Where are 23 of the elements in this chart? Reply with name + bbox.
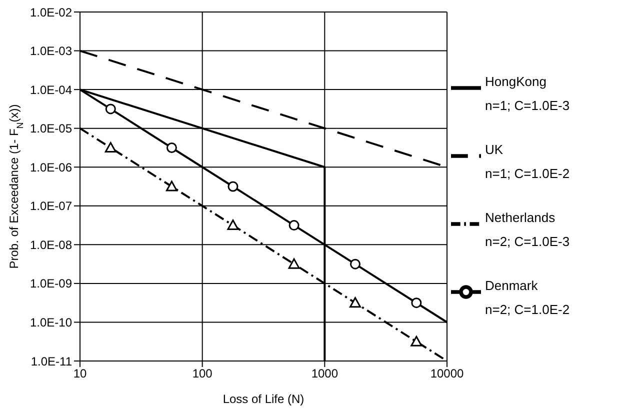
legend-label: UK: [485, 142, 504, 156]
y-tick-label: 1.0E-03: [30, 44, 72, 58]
x-axis-title: Loss of Life (N): [222, 392, 304, 406]
y-tick-label: 1.0E-02: [30, 5, 72, 20]
y-tick-label: 1.0E-10: [30, 315, 72, 330]
x-tick-label: 100: [192, 366, 213, 381]
text: n=2; C=1.0E-2: [485, 300, 570, 318]
x-tick-label: 1000: [311, 366, 338, 381]
y-tick-label: 1.0E-07: [30, 199, 72, 214]
y-tick-label: 1.0E-09: [30, 276, 72, 291]
y-tick-label: 1.0E-08: [30, 238, 72, 252]
text: n=2; C=1.0E-3: [485, 232, 570, 250]
legend-label: Netherlands: [485, 210, 556, 224]
y-tick-label: 1.0E-04: [30, 82, 72, 97]
x-tick-label: 10: [73, 366, 87, 381]
text: n=1; C=1.0E-3: [485, 96, 570, 114]
text: n=1; C=1.0E-2: [485, 164, 570, 182]
y-tick-label: 1.0E-05: [30, 122, 72, 136]
legend-label: HongKong: [485, 74, 546, 88]
x-tick-label: 10000: [430, 366, 464, 381]
y-tick-label: 1.0E-06: [30, 160, 72, 174]
y-tick-label: 1.0E-11: [30, 354, 72, 368]
legend-label: Denmark: [485, 278, 538, 292]
